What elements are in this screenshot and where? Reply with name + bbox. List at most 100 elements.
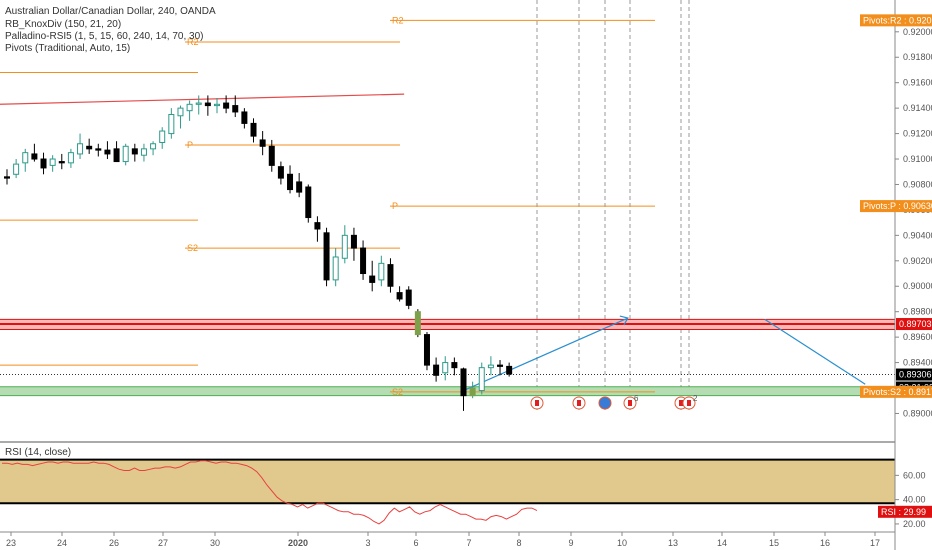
time-tick-label: 7 [466, 538, 471, 548]
candle-body [168, 113, 175, 135]
candle-body [478, 367, 485, 392]
rsi-line [2, 460, 538, 525]
candle-body [186, 103, 193, 112]
candle-body [77, 143, 84, 155]
time-tick-label: 26 [109, 538, 119, 548]
candle-body [140, 148, 147, 156]
indicator-legend-palladino[interactable]: Palladino-RSI5 (1, 5, 15, 60, 240, 14, 7… [5, 31, 204, 42]
candle-body [13, 163, 20, 175]
globe-flag-icon[interactable] [598, 396, 612, 410]
price-label-box [860, 200, 932, 213]
trendline[interactable] [764, 318, 866, 385]
candle-body [104, 149, 111, 155]
candle-body [405, 289, 412, 306]
trendline[interactable] [463, 317, 629, 392]
time-tick-label: 3 [365, 538, 370, 548]
candle-body [177, 107, 184, 117]
candle-body [332, 256, 339, 281]
time-tick-label: 6 [413, 538, 418, 548]
candle-body [259, 139, 266, 147]
rsi-last-label-box [878, 505, 932, 518]
candle-body [341, 234, 348, 259]
price-label-text: Pivots:S2 : 0.89170 [863, 387, 932, 397]
rsi-tick-label: 60.00 [903, 470, 926, 480]
candle-body [277, 166, 284, 179]
pivot-label: S2 [392, 387, 403, 397]
candle-body [58, 161, 65, 164]
flag-mark [679, 400, 683, 406]
pivot-label: R2 [392, 15, 404, 25]
rsi-tick-label: 20.00 [903, 519, 926, 529]
price-label-text: 0.89306 [899, 370, 932, 380]
candle-body [497, 364, 504, 367]
candle-body [241, 111, 248, 124]
candle-body [433, 364, 440, 376]
time-tick-label: 14 [717, 538, 727, 548]
candle-body [131, 148, 138, 155]
candle-body [31, 153, 38, 160]
event-count-label: 2 [693, 394, 698, 403]
pivot-label: P [392, 201, 398, 211]
flag-mark [535, 400, 539, 406]
time-tick-label: 17 [870, 538, 880, 548]
candle-body [305, 186, 312, 219]
candle-body [232, 105, 239, 113]
arrow-head [619, 315, 629, 326]
candle-body [122, 145, 129, 163]
candle-body [414, 311, 421, 336]
pivot-label: R2 [187, 37, 199, 47]
time-tick-label: 27 [158, 538, 168, 548]
candle-body [22, 152, 29, 164]
price-tick-label: 0.89000 [903, 408, 932, 418]
candle-body [360, 247, 367, 275]
candle-body [469, 387, 476, 397]
candle-body [287, 173, 294, 191]
candle-body [159, 130, 166, 143]
candle-body [387, 264, 394, 287]
candle-body [86, 145, 93, 150]
time-tick-label: 13 [668, 538, 678, 548]
rsi-band [0, 459, 895, 504]
price-label-box [860, 14, 932, 27]
candle-body [487, 364, 494, 369]
indicator-legend-pivots[interactable]: Pivots (Traditional, Auto, 15) [5, 43, 131, 54]
candle-body [350, 234, 357, 249]
flag-mark [687, 400, 691, 406]
candle-body [506, 365, 513, 375]
candle-body [460, 368, 467, 397]
candle-body [67, 152, 74, 164]
candle-body [369, 275, 376, 283]
time-tick-label: 24 [57, 538, 67, 548]
candle-body [423, 334, 430, 366]
indicator-legend-knoxdiv[interactable]: RB_KnoxDiv (150, 21, 20) [5, 19, 122, 30]
chart-title: Australian Dollar/Canadian Dollar, 240, … [5, 6, 216, 17]
candle-body [95, 148, 102, 151]
candle-body [40, 158, 47, 169]
flag-mark [628, 400, 632, 406]
price-label-box [860, 385, 932, 398]
event-count-label: 6 [634, 394, 639, 403]
candle-body [323, 232, 330, 281]
trendline[interactable] [0, 93, 405, 105]
rsi-legend[interactable]: RSI (14, close) [5, 447, 72, 458]
candle-body [150, 143, 157, 150]
rsi-plot-area [0, 458, 895, 525]
pivot-label: P [187, 140, 193, 150]
candle-body [396, 292, 403, 300]
candle-body [113, 148, 120, 163]
candle-body [4, 176, 10, 179]
candle-body [213, 103, 220, 107]
candle-body [250, 122, 257, 137]
time-tick-label: 16 [820, 538, 830, 548]
candle-body [195, 102, 202, 105]
time-tick-label: 2020 [288, 538, 308, 548]
